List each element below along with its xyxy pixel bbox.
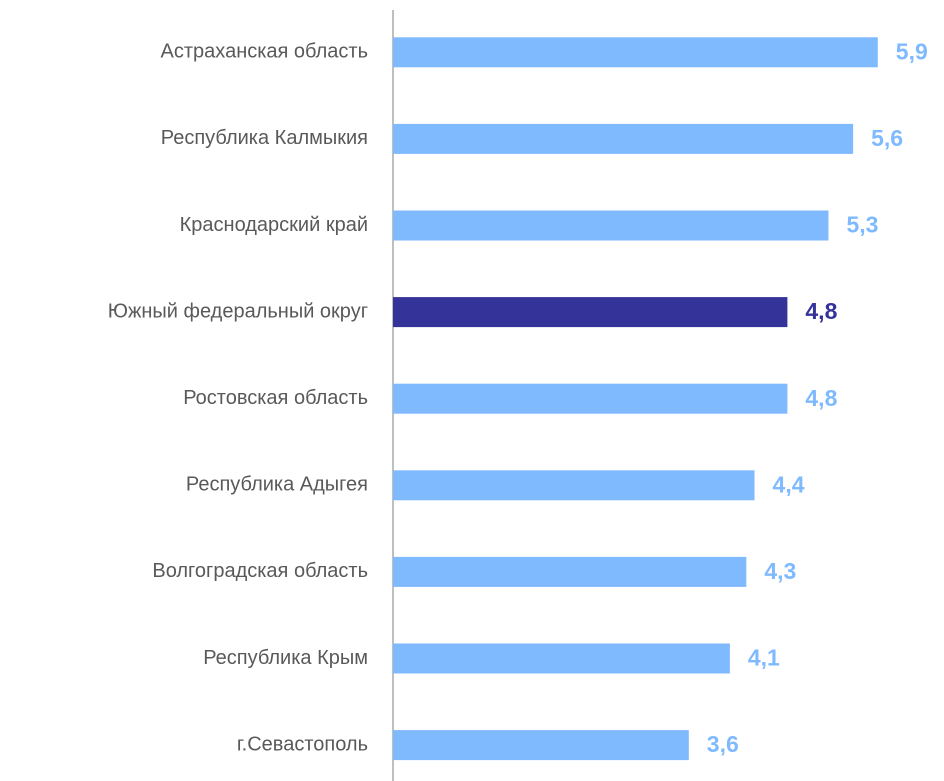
bar	[393, 643, 730, 674]
category-label: Краснодарский край	[180, 214, 368, 236]
bar	[393, 556, 747, 587]
value-label: 4,8	[805, 385, 837, 411]
bar	[393, 297, 788, 328]
category-label: Волгоградская область	[152, 560, 368, 582]
category-label: Республика Крым	[203, 647, 368, 669]
value-label: 5,9	[896, 38, 928, 64]
category-label: Республика Адыгея	[186, 474, 368, 496]
value-label: 4,1	[748, 645, 780, 671]
category-label: г.Севастополь	[237, 733, 368, 755]
category-label: Республика Калмыкия	[161, 127, 368, 149]
category-label: Ростовская область	[183, 387, 368, 409]
bar	[393, 383, 788, 414]
bar	[393, 37, 878, 68]
bar	[393, 210, 829, 241]
category-label: Астраханская область	[161, 41, 368, 63]
bar	[393, 123, 854, 154]
value-label: 5,3	[846, 212, 878, 238]
bar	[393, 730, 689, 761]
value-label: 4,4	[773, 471, 805, 497]
category-label: Южный федеральный округ	[108, 300, 368, 322]
value-label: 4,8	[805, 298, 837, 324]
value-label: 4,3	[764, 558, 796, 584]
bar	[393, 470, 755, 501]
value-label: 5,6	[871, 125, 903, 151]
value-label: 3,6	[707, 731, 739, 757]
